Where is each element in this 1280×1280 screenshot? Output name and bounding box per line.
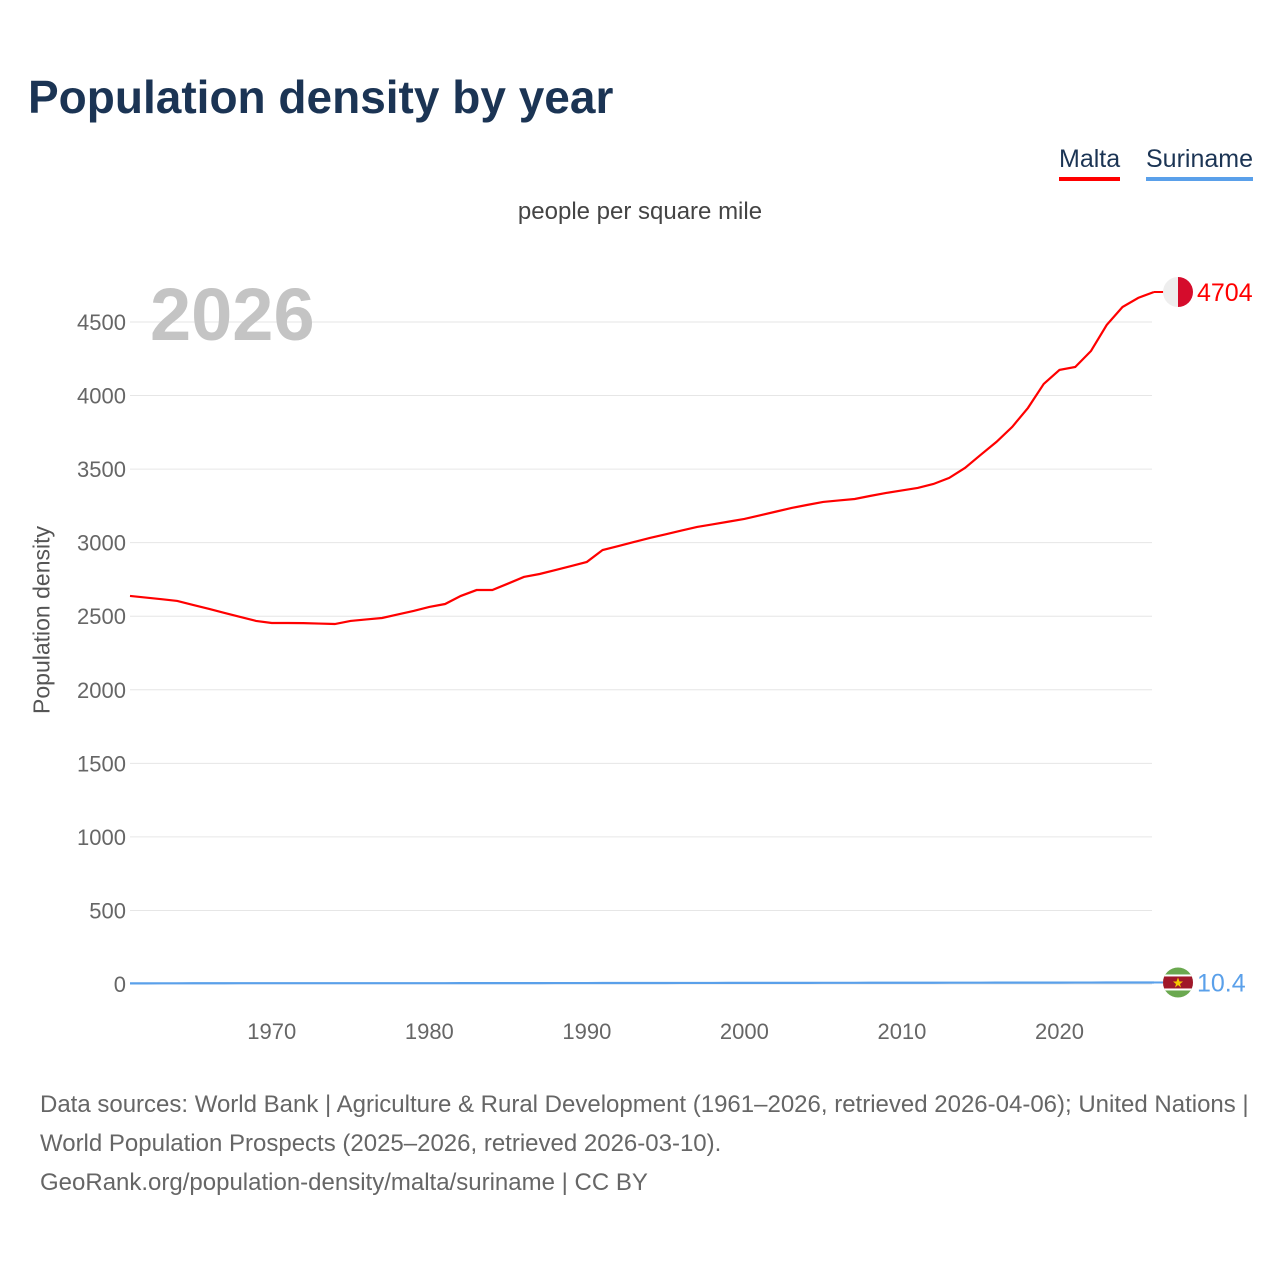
y-tick-label: 3000 [77, 531, 126, 556]
y-tick-label: 2000 [77, 678, 126, 703]
y-tick-label: 500 [89, 898, 126, 923]
y-tick-label: 4500 [77, 310, 126, 335]
legend-suriname[interactable]: Suriname [1146, 145, 1253, 181]
footer: Data sources: World Bank | Agriculture &… [40, 1085, 1250, 1202]
x-tick-label: 1970 [247, 1019, 296, 1044]
y-tick-label: 1000 [77, 825, 126, 850]
x-tick-label: 1990 [562, 1019, 611, 1044]
y-tick-label: 2500 [77, 604, 126, 629]
malta-end-label: 4704 [1197, 279, 1253, 307]
suriname-flag-icon [1163, 967, 1193, 998]
source-link[interactable]: GeoRank.org/population-density/malta/sur… [40, 1169, 648, 1196]
y-tick-label: 0 [114, 972, 126, 997]
data-sources: Data sources: World Bank | Agriculture &… [40, 1091, 1249, 1157]
y-tick-label: 4000 [77, 384, 126, 409]
malta-flag-icon [1163, 276, 1193, 307]
y-tick-label: 1500 [77, 751, 126, 776]
suriname-end-label: 10.4 [1197, 969, 1246, 997]
current-year-label: 2026 [150, 273, 315, 356]
page-title: Population density by year [28, 71, 614, 123]
x-tick-label: 2000 [720, 1019, 769, 1044]
suriname-line [129, 981, 1155, 985]
chart-subtitle: people per square mile [517, 198, 763, 225]
malta-line [129, 290, 1155, 626]
legend-malta[interactable]: Malta [1059, 145, 1121, 181]
x-tick-label: 2020 [1035, 1019, 1084, 1044]
x-tick-label: 2010 [877, 1019, 926, 1044]
x-tick-label: 1980 [405, 1019, 454, 1044]
y-tick-label: 3500 [77, 457, 126, 482]
